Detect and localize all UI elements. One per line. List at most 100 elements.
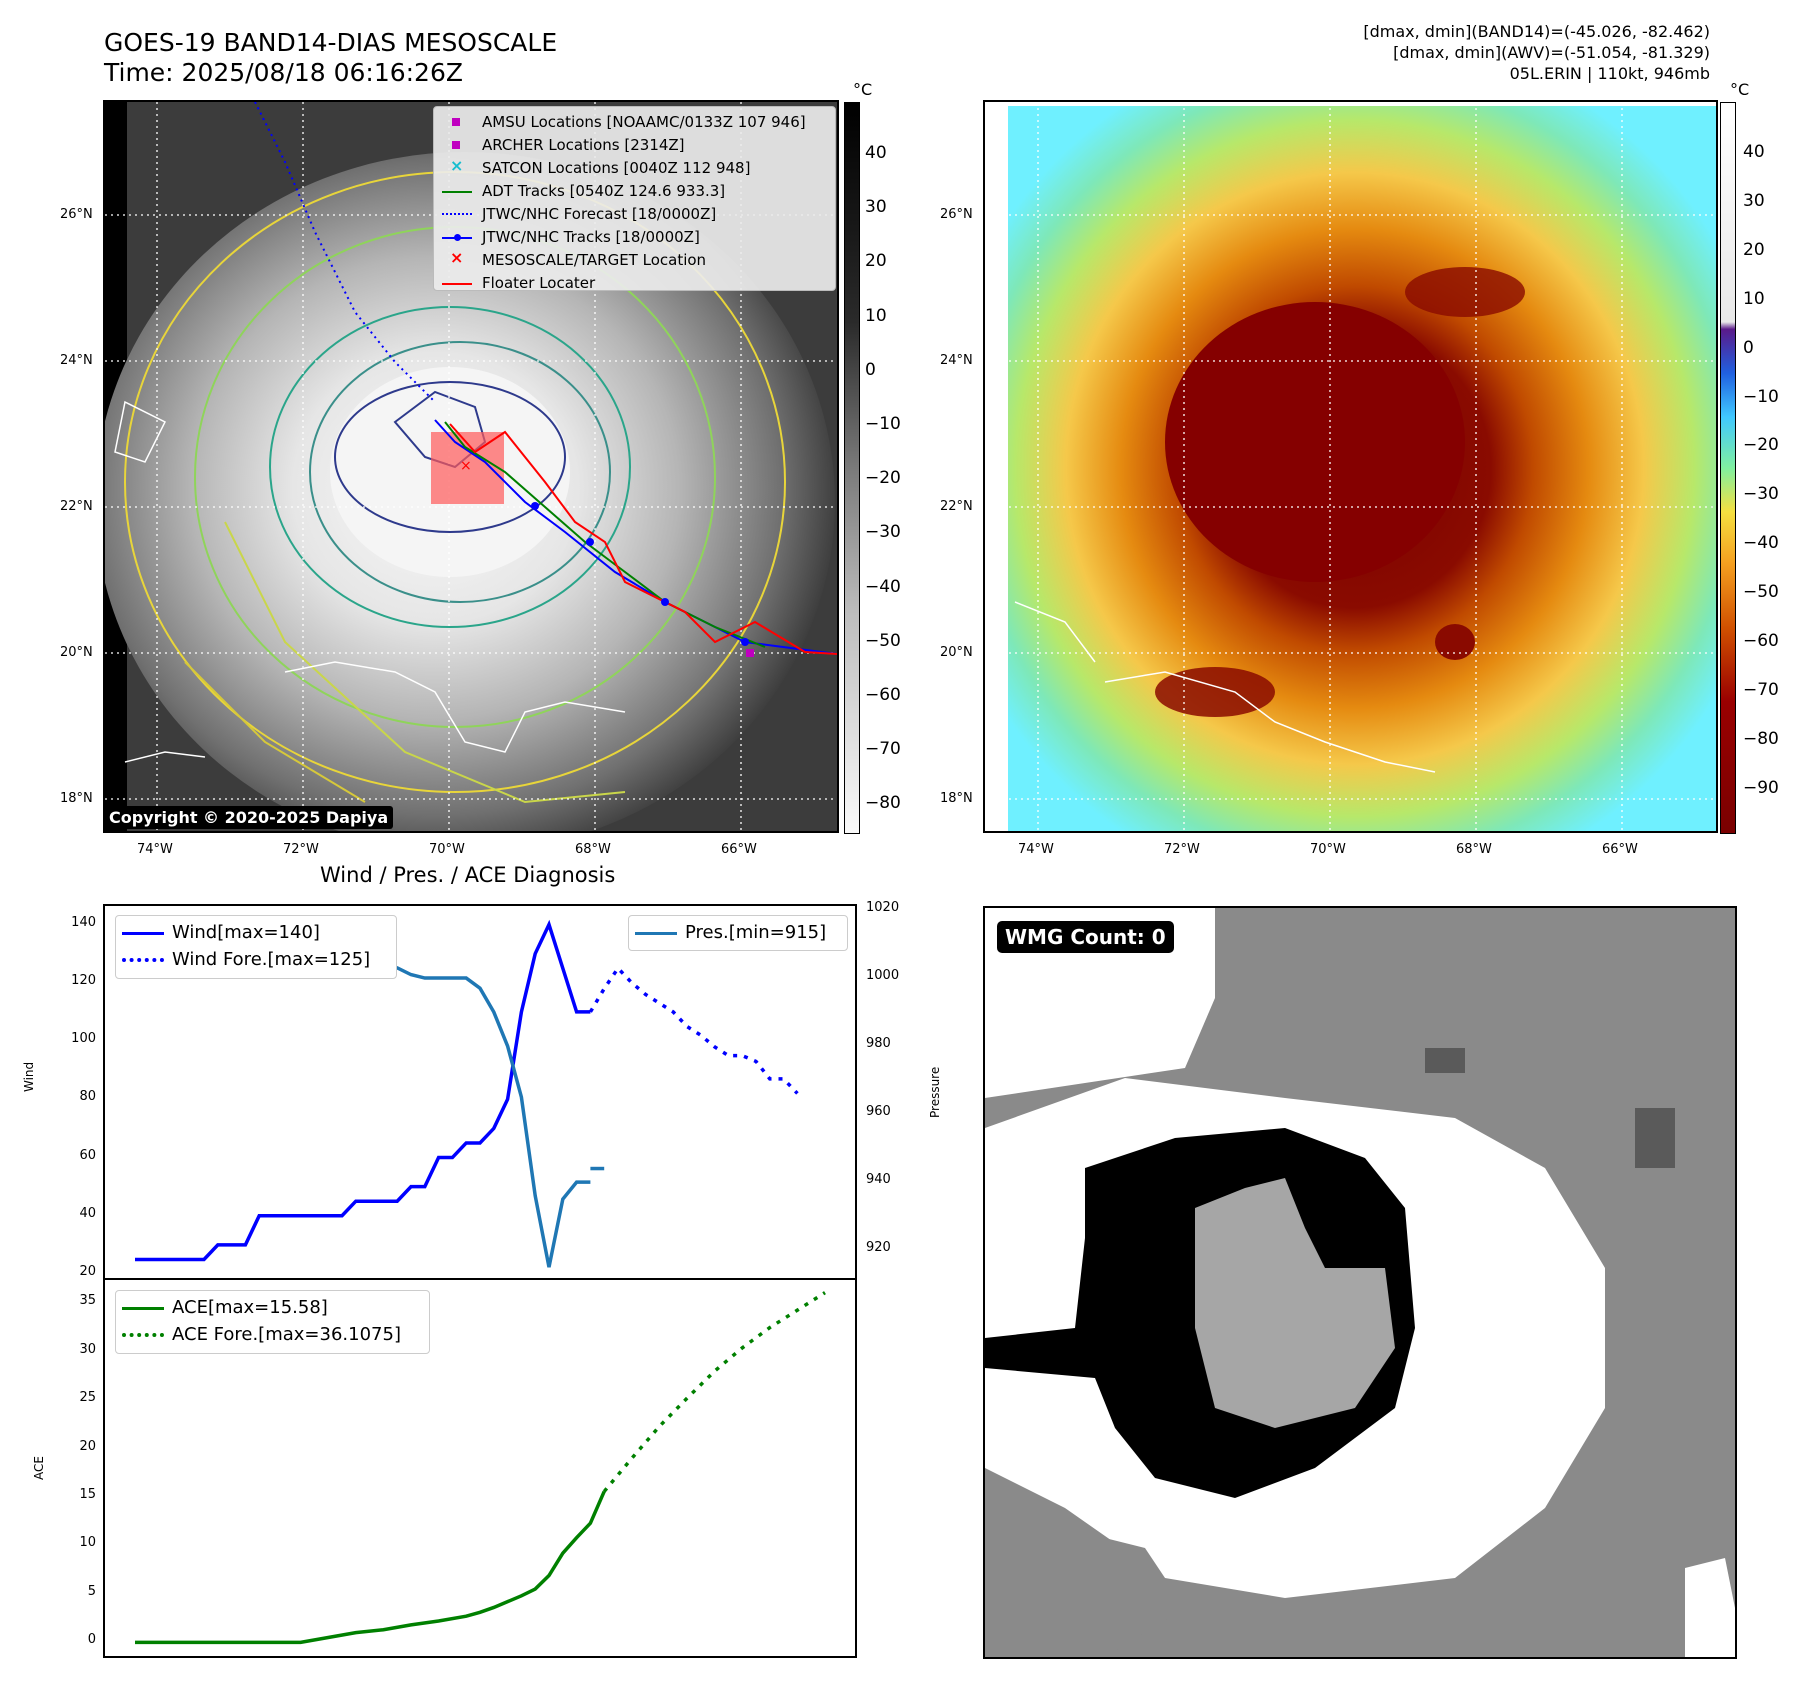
lon-label: 70°W bbox=[429, 842, 465, 857]
awv-grid bbox=[985, 102, 1716, 831]
colorbar-tick: −50 bbox=[865, 630, 901, 651]
ace-fore-legend-item: ACE Fore.[max=36.1075] bbox=[122, 1324, 401, 1345]
wmg-svg bbox=[985, 908, 1735, 1657]
legend-label: ADT Tracks [0540Z 124.6 933.3] bbox=[482, 182, 726, 200]
colorbar-tick: −40 bbox=[865, 576, 901, 597]
wmg-count-badge: WMG Count: 0 bbox=[997, 921, 1174, 953]
floater-track bbox=[449, 423, 837, 655]
contour-teal bbox=[269, 306, 631, 628]
band14-map-panel[interactable]: × AMSU Locations [NOAAMC/0133Z 107 946] A… bbox=[103, 100, 839, 833]
wmg-darkgray-1 bbox=[1425, 1048, 1465, 1073]
x-marker-icon: × bbox=[450, 248, 464, 267]
lon-label: 74°W bbox=[137, 842, 173, 857]
contour-navy bbox=[334, 381, 566, 533]
legend-label: JTWC/NHC Tracks [18/0000Z] bbox=[482, 228, 700, 246]
lon-label: 66°W bbox=[1602, 842, 1638, 857]
colorbar-tick: −20 bbox=[1743, 435, 1779, 456]
legend-label: Floater Locater bbox=[482, 274, 596, 292]
stats-line2: [dmax, dmin](AWV)=(-51.054, -81.329) bbox=[1393, 43, 1710, 62]
jtwc-forecast-track bbox=[254, 102, 436, 403]
lon-label: 68°W bbox=[575, 842, 611, 857]
ace-tick: 35 bbox=[79, 1293, 96, 1309]
legend-row: AMSU Locations [NOAAMC/0133Z 107 946] bbox=[438, 111, 835, 134]
ace-legend: ACE[max=15.58] ACE Fore.[max=36.1075] bbox=[115, 1290, 430, 1354]
wind-tick: 20 bbox=[79, 1264, 96, 1279]
pressure-axis-label: Pressure bbox=[928, 1066, 942, 1118]
awv-eyewall bbox=[1165, 302, 1465, 582]
colorbar-tick: 20 bbox=[1743, 239, 1765, 260]
colorbar-tick: 30 bbox=[1743, 190, 1765, 211]
solid-line-icon bbox=[122, 1306, 164, 1310]
ace-series-1-line bbox=[602, 1291, 826, 1493]
contour-teal-inner bbox=[309, 341, 611, 603]
colorbar-tick: 30 bbox=[865, 197, 887, 218]
awv-band-dark-2 bbox=[1405, 267, 1525, 317]
wmg-lightgray-core bbox=[1195, 1178, 1395, 1428]
pres-legend: Pres.[min=915] bbox=[628, 915, 848, 951]
pres-tick: 960 bbox=[866, 1104, 891, 1120]
wmg-white-corner bbox=[1685, 1558, 1735, 1657]
colorbar-tick: 10 bbox=[865, 305, 887, 326]
ace-tick: 0 bbox=[87, 1632, 96, 1648]
legend-label: ARCHER Locations [2314Z] bbox=[482, 136, 685, 154]
diagnosis-title: Wind / Pres. / ACE Diagnosis bbox=[320, 863, 616, 887]
lon-label: 74°W bbox=[1018, 842, 1054, 857]
lat-label: 24°N bbox=[940, 353, 973, 368]
solid-line-icon bbox=[122, 931, 164, 935]
awv-colorbar bbox=[1720, 102, 1736, 834]
colorbar-tick: 10 bbox=[1743, 288, 1765, 309]
legend-label: AMSU Locations [NOAAMC/0133Z 107 946] bbox=[482, 113, 806, 131]
copyright-badge: Copyright © 2020-2025 Dapiya bbox=[105, 806, 394, 829]
wind-tick: 140 bbox=[71, 914, 96, 930]
solid-line-icon bbox=[442, 191, 472, 193]
ace-fore-legend-label: ACE Fore.[max=36.1075] bbox=[172, 1324, 401, 1345]
legend-row: Floater Locater bbox=[438, 272, 835, 295]
pres-tick: 940 bbox=[866, 1172, 891, 1188]
dotted-line-icon bbox=[442, 213, 472, 215]
wmg-white-topleft bbox=[985, 908, 1215, 1098]
series-2-line bbox=[135, 935, 591, 1268]
lon-label: 72°W bbox=[283, 842, 319, 857]
dotted-line-icon bbox=[122, 958, 164, 962]
coastline-jamaica bbox=[124, 751, 206, 763]
wind-fore-legend-label: Wind Fore.[max=125] bbox=[172, 949, 371, 970]
colorbar-tick: 40 bbox=[1743, 142, 1765, 162]
colorbar-tick: −80 bbox=[1743, 728, 1779, 749]
awv-map-svg bbox=[985, 102, 1716, 831]
awv-map-panel[interactable] bbox=[983, 100, 1718, 833]
lon-label: 68°W bbox=[1456, 842, 1492, 857]
legend-row: JTWC/NHC Forecast [18/0000Z] bbox=[438, 203, 835, 226]
pres-tick: 1020 bbox=[866, 900, 900, 915]
awv-colorbar-unit: °C bbox=[1730, 80, 1750, 99]
ace-tick: 15 bbox=[79, 1487, 96, 1503]
lon-label: 72°W bbox=[1164, 842, 1200, 857]
legend-row: ADT Tracks [0540Z 124.6 933.3] bbox=[438, 180, 835, 203]
pres-tick: 1000 bbox=[866, 968, 900, 984]
ace-series-0-line bbox=[135, 1490, 606, 1645]
solid-line-icon bbox=[635, 931, 677, 935]
colorbar-tick: −80 bbox=[865, 793, 901, 814]
colorbar-tick: −60 bbox=[865, 685, 901, 705]
wind-legend: Wind[max=140] Wind Fore.[max=125] bbox=[115, 915, 397, 979]
square-marker-icon bbox=[452, 141, 460, 149]
target-x-marker: × bbox=[460, 458, 472, 474]
series-1-line bbox=[588, 965, 799, 1095]
colorbar-tick: −40 bbox=[1743, 533, 1779, 554]
legend-row: JTWC/NHC Tracks [18/0000Z] bbox=[438, 226, 835, 249]
colorbar-tick: −70 bbox=[865, 739, 901, 760]
lat-label: 20°N bbox=[940, 645, 973, 660]
series-0-line bbox=[135, 919, 591, 1262]
colorbar-tick: −10 bbox=[865, 414, 901, 434]
coastline-cuba bbox=[114, 400, 167, 463]
colorbar-tick: −30 bbox=[1743, 484, 1779, 505]
wmg-panel[interactable]: WMG Count: 0 bbox=[983, 906, 1737, 1659]
wind-pres-panel[interactable]: Wind[max=140] Wind Fore.[max=125] Pres.[… bbox=[103, 904, 857, 1280]
wind-tick: 60 bbox=[79, 1147, 96, 1163]
legend-row: × SATCON Locations [0040Z 112 948] bbox=[438, 156, 835, 180]
pres-tick: 920 bbox=[866, 1240, 891, 1256]
ace-tick: 5 bbox=[87, 1583, 96, 1599]
pres-legend-item: Pres.[min=915] bbox=[635, 922, 826, 943]
legend-label: JTWC/NHC Forecast [18/0000Z] bbox=[482, 205, 717, 223]
ace-panel[interactable]: ACE[max=15.58] ACE Fore.[max=36.1075] bbox=[103, 1278, 857, 1658]
colorbar-tick: −20 bbox=[865, 468, 901, 489]
